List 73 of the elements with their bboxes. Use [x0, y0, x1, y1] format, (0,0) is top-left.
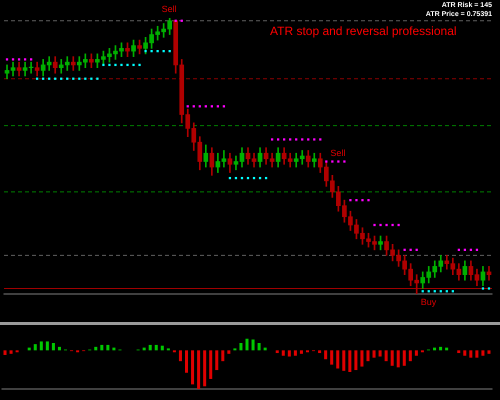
bar [348, 350, 352, 372]
bar [469, 350, 472, 358]
bar [294, 350, 297, 356]
bar [414, 350, 418, 356]
bar [433, 348, 436, 350]
bar [475, 350, 478, 358]
bar [106, 344, 110, 350]
bar [378, 350, 382, 357]
bar [197, 350, 200, 389]
bar [439, 346, 442, 350]
annotation: Sell [330, 148, 346, 158]
bar [342, 350, 346, 371]
bar [276, 350, 279, 354]
bar [154, 344, 158, 350]
bar [258, 342, 261, 350]
bar [282, 350, 285, 356]
bar [203, 350, 206, 386]
text: Buy [420, 297, 436, 307]
bar [10, 350, 13, 354]
candlestick [486, 266, 492, 281]
bar [336, 350, 340, 369]
bar [408, 350, 412, 362]
bar [487, 350, 490, 354]
bar [402, 350, 406, 366]
bar [209, 350, 212, 379]
point [276, 138, 280, 141]
bar [396, 350, 400, 368]
candlestick [16, 62, 22, 76]
candlestick [137, 40, 142, 54]
bar [160, 346, 164, 350]
bar [318, 350, 322, 354]
bar [366, 350, 370, 362]
point [144, 50, 147, 52]
bar [360, 350, 364, 367]
bar [142, 348, 146, 350]
bar [372, 350, 376, 358]
bar [28, 348, 31, 350]
bar [215, 350, 218, 370]
bar [184, 350, 188, 373]
bar [330, 350, 334, 365]
bar [227, 350, 230, 354]
candlestick [125, 42, 130, 57]
bar [324, 350, 328, 360]
bar [112, 348, 116, 350]
text: Sell [162, 4, 177, 14]
bar [288, 350, 291, 357]
bar [463, 350, 466, 356]
bar [457, 350, 460, 354]
bar [221, 350, 224, 362]
bar [58, 346, 61, 350]
bar [4, 350, 7, 355]
bar [252, 340, 255, 350]
bar [354, 350, 358, 370]
candlestick [378, 236, 383, 250]
point [150, 50, 153, 52]
bar [264, 348, 267, 350]
bar [46, 341, 49, 350]
text: ATR stop and reversal professional [270, 24, 457, 38]
bar [52, 342, 55, 350]
bar [34, 344, 37, 350]
bar [481, 350, 484, 356]
bar [445, 348, 448, 350]
bar [300, 350, 303, 354]
bar [390, 350, 394, 366]
bar [239, 342, 242, 350]
bar [94, 346, 98, 350]
bar [40, 341, 43, 350]
bar [384, 350, 388, 362]
bar [245, 338, 249, 350]
bar [178, 350, 182, 362]
bar [148, 344, 152, 350]
bar [191, 350, 194, 384]
bar [100, 344, 104, 350]
